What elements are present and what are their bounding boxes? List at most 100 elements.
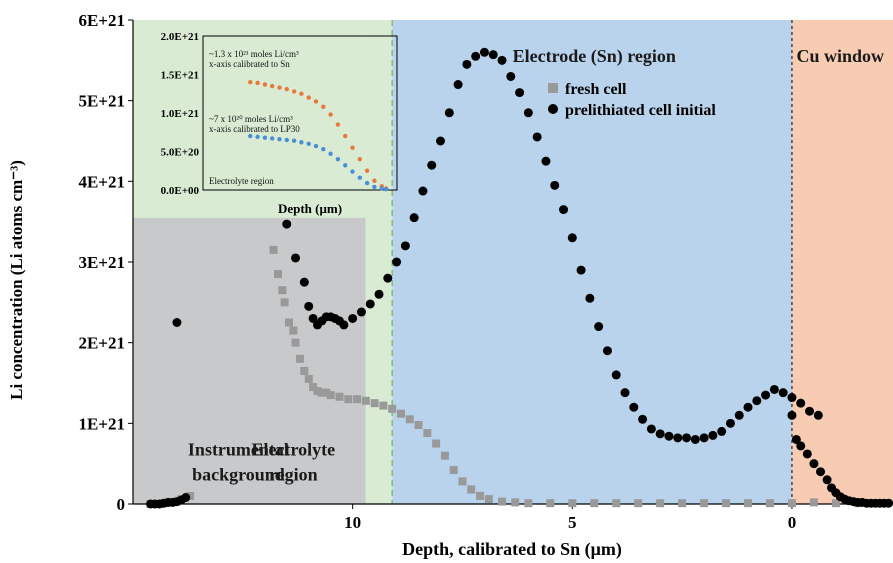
prelith-point-62 [699,433,709,443]
prelith-point-37 [479,47,489,57]
inset-point-0-2 [262,82,268,87]
fresh-point-29 [379,401,388,410]
prelith-point-27 [392,257,402,267]
inset-point-1-14 [350,169,355,174]
fresh-point-15 [291,338,300,347]
y-tick-label-5: 5E+21 [78,92,125,111]
fresh-point-21 [317,388,326,397]
fresh-point-32 [405,415,414,424]
prelith-point-11 [291,253,301,263]
inset-point-1-2 [262,135,268,140]
prelith-point-74 [805,406,815,416]
inset-chart: 0.0E+00 5.0E+20 1.0E+21 1.5E+21 2.0E+21 ~1.3 … [161,31,398,216]
series-prelithiated-cell [146,47,893,509]
prelith-point-32 [436,136,446,146]
prelith-point-76 [787,410,797,420]
prelith-point-43 [532,132,542,142]
fresh-point-49 [634,499,643,508]
prelith-point-53 [620,388,630,398]
inset-point-0-15 [357,157,362,162]
inset-point-1-19 [383,187,389,192]
fresh-point-31 [396,409,405,418]
fresh-point-27 [361,396,370,405]
prelith-point-71 [778,388,788,398]
prelith-point-8 [181,493,191,503]
axes: 0 1E+21 2E+21 3E+21 4E+21 5E+21 6E+21 10 5 0 [78,11,893,532]
x-tick-label-1: 5 [568,513,577,532]
inset-point-0-0 [248,80,253,85]
legend-label-prelith: prelithiated cell initial [565,102,716,119]
inset-point-1-13 [343,163,348,168]
prelith-point-40 [506,71,516,81]
region-label-1-0: Electrolyte [252,440,336,460]
inset-y-tick-label-4: 2.0E+21 [161,31,199,43]
fresh-point-25 [344,395,353,404]
inset-point-1-18 [379,186,384,191]
prelith-point-75 [813,410,823,420]
region-electrolyte-main [365,20,393,504]
legend-label-fresh: fresh cell [565,81,627,98]
y-tick-label-2: 2E+21 [78,334,125,353]
region-labels: Instrumental background Electrolyte region E… [188,46,884,485]
prelith-point-60 [682,433,692,443]
inset-point-0-9 [313,99,319,104]
prelith-point-22 [348,313,358,323]
prelith-point-14 [308,313,318,323]
fresh-point-14 [289,326,298,335]
prelith-point-52 [611,370,621,380]
fresh-point-39 [467,485,476,494]
region-2 [392,20,792,504]
region-label-0-0: Instrumental [188,440,289,460]
inset-point-0-5 [284,86,289,92]
fresh-point-13 [284,318,293,327]
inset-y-tick-label-3: 1.5E+21 [161,70,199,82]
fresh-point-57 [809,498,818,507]
inset-x-axis-label: Depth (μm) [278,201,342,216]
inset-point-0-6 [291,89,297,94]
region-label-0-1: background [192,465,285,485]
inset-annotation-0-1: x-axis calibrated to Sn [209,59,290,69]
prelith-point-50 [594,322,604,332]
inset-point-1-7 [299,140,304,145]
prelith-point-70 [769,384,779,394]
prelith-point-30 [418,186,428,196]
fresh-point-17 [300,366,309,375]
inset-y-tick-label-0: 0.0E+00 [161,185,200,197]
inset-point-1-5 [284,137,289,143]
prelith-point-42 [523,108,533,118]
prelith-point-29 [409,213,419,223]
inset-y-tick-label-2: 1.0E+21 [161,108,199,120]
prelith-point-9 [172,318,182,327]
prelith-point-56 [646,424,656,434]
inset-point-0-3 [270,83,275,89]
prelith-point-49 [585,293,595,303]
region-label-3-0: Cu window [797,46,885,66]
inset-point-0-17 [372,178,377,183]
fresh-point-36 [440,451,449,460]
prelith-point-41 [515,88,525,98]
x-axis-label: Depth, calibrated to Sn (μm) [402,539,622,560]
inset-point-1-15 [357,175,362,180]
prelith-point-47 [567,233,577,243]
prelith-point-39 [497,55,507,65]
inset-point-1-10 [321,146,326,152]
fresh-point-16 [295,354,304,363]
region-label-1-1: region [269,465,318,485]
inset-point-0-16 [364,168,370,173]
fresh-point-30 [388,404,397,413]
fresh-point-35 [432,439,441,448]
prelith-point-24 [365,299,375,309]
prelith-point-61 [690,434,700,444]
prelith-point-80 [809,459,819,469]
inset-point-1-11 [328,151,333,157]
inset-point-0-10 [321,104,326,110]
y-axis-label: Li concentration (Li atoms cm⁻³) [7,160,26,400]
prelith-point-67 [743,402,753,412]
prelith-point-68 [752,396,762,406]
prelith-point-72 [787,393,797,403]
fresh-point-22 [322,388,331,397]
prelith-point-63 [708,430,718,440]
prelith-point-31 [427,160,437,170]
prelith-point-64 [717,426,727,436]
